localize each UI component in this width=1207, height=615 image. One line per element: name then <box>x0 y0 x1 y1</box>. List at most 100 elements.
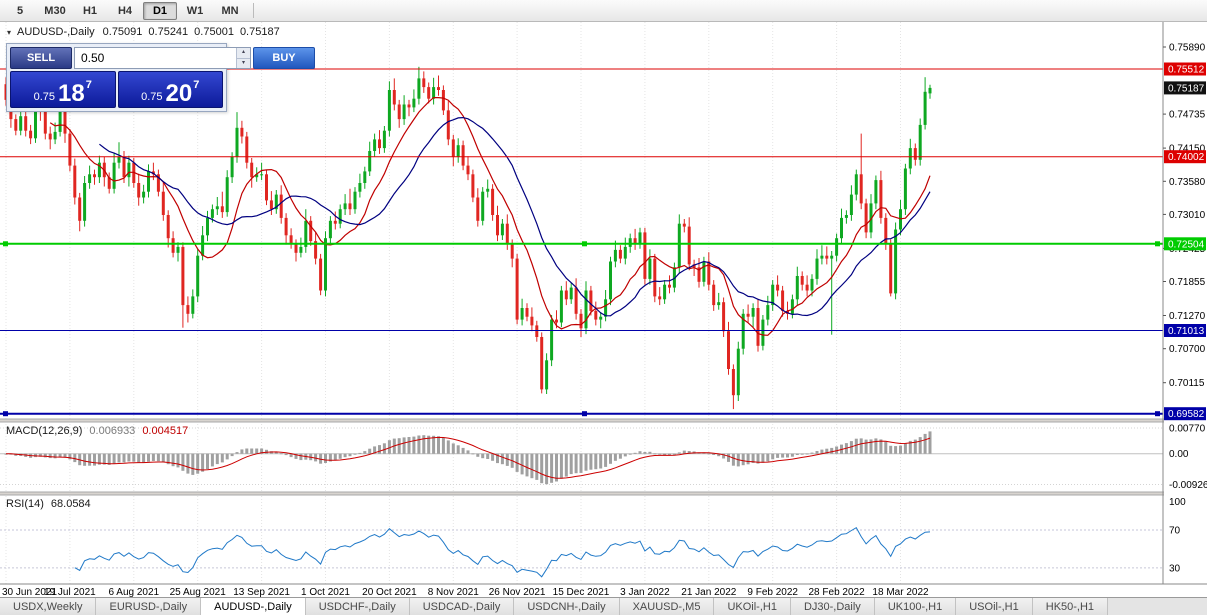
svg-text:19 Jul 2021: 19 Jul 2021 <box>44 587 96 597</box>
chart-tab-eurusd[interactable]: EURUSD-,Daily <box>96 598 202 615</box>
chart-symbol-label: AUDUSD-,Daily <box>17 26 95 38</box>
current-price-badge: 0.75187 <box>1164 81 1206 95</box>
svg-text:26 Nov 2021: 26 Nov 2021 <box>489 587 546 597</box>
timeframe-button-w1[interactable]: W1 <box>186 4 204 17</box>
timeframe-toolbar: 5 M30 H1 H4 D1 W1 MN <box>0 0 1207 22</box>
svg-text:8 Nov 2021: 8 Nov 2021 <box>428 587 480 597</box>
lot-size-input[interactable] <box>75 48 236 68</box>
svg-text:0.00770: 0.00770 <box>1169 424 1206 435</box>
chart-tab-uk100[interactable]: UK100-,H1 <box>874 598 957 615</box>
chart-tab-audusd[interactable]: AUDUSD-,Daily <box>201 598 306 615</box>
lot-decrease-button[interactable]: ▾ <box>237 57 250 68</box>
chart-tab-hk50[interactable]: HK50-,H1 <box>1032 598 1109 615</box>
svg-text:0.73580: 0.73580 <box>1169 177 1206 188</box>
svg-text:25 Aug 2021: 25 Aug 2021 <box>170 587 227 597</box>
svg-text:0.74735: 0.74735 <box>1169 110 1206 121</box>
svg-text:13 Sep 2021: 13 Sep 2021 <box>233 587 290 597</box>
macd-indicator-label: MACD(12,26,9) 0.006933 0.004517 <box>6 425 188 437</box>
chart-tab-usdx[interactable]: USDX,Weekly <box>0 598 97 615</box>
svg-text:0.74002: 0.74002 <box>1168 152 1205 163</box>
chart-tab-ukoil[interactable]: UKOil-,H1 <box>714 598 791 615</box>
price-badge-0.72504: 0.72504 <box>1164 237 1206 251</box>
price-axis[interactable]: 0.758900.747350.741500.735800.730100.724… <box>1162 22 1207 597</box>
lot-size-field: ▴ ▾ <box>74 47 251 69</box>
horizontal-line-0.69582[interactable] <box>0 411 1163 417</box>
svg-text:0.73010: 0.73010 <box>1169 210 1206 221</box>
lot-increase-button[interactable]: ▴ <box>237 48 250 58</box>
svg-text:15 Dec 2021: 15 Dec 2021 <box>553 587 610 597</box>
lot-stepper: ▴ ▾ <box>236 48 250 68</box>
svg-text:0.69582: 0.69582 <box>1168 409 1205 420</box>
svg-text:0.72504: 0.72504 <box>1168 239 1205 250</box>
price-chart[interactable]: 0.758900.747350.741500.735800.730100.724… <box>0 22 1207 597</box>
chart-tab-dj30[interactable]: DJ30-,Daily <box>790 598 875 615</box>
ask-price-pipette: 7 <box>193 79 200 91</box>
chart-tab-usdcnh[interactable]: USDCNH-,Daily <box>514 598 620 615</box>
svg-text:18 Mar 2022: 18 Mar 2022 <box>872 587 929 597</box>
chart-tab-xauusd[interactable]: XAUUSD-,M5 <box>619 598 715 615</box>
rsi-indicator-label: RSI(14) 68.0584 <box>6 498 91 510</box>
svg-text:0.00: 0.00 <box>1169 449 1189 460</box>
svg-text:21 Jan 2022: 21 Jan 2022 <box>681 587 736 597</box>
svg-text:70: 70 <box>1169 526 1181 537</box>
svg-text:0.70115: 0.70115 <box>1169 378 1205 389</box>
svg-text:0.71855: 0.71855 <box>1169 277 1206 288</box>
buy-button[interactable]: BUY <box>253 47 315 69</box>
ohlc-open-value: 0.75091 <box>102 26 143 38</box>
price-badge-0.74002: 0.74002 <box>1164 150 1206 164</box>
timeframe-button-5[interactable]: 5 <box>16 4 24 17</box>
ohlc-low-value: 0.75001 <box>194 26 234 38</box>
svg-text:0.75890: 0.75890 <box>1169 43 1206 54</box>
ask-price-prefix: 0.75 <box>141 91 163 103</box>
one-click-trading-panel: SELL ▴ ▾ BUY 0.75 18 7 0.75 <box>6 43 315 112</box>
bid-price-prefix: 0.75 <box>33 91 56 103</box>
price-badge-0.69582: 0.69582 <box>1164 407 1206 421</box>
horizontal-line-0.72504[interactable] <box>0 241 1163 247</box>
chart-tab-usdchf[interactable]: USDCHF-,Daily <box>305 598 410 615</box>
price-badge-0.75512: 0.75512 <box>1164 62 1206 76</box>
ohlc-close-value: 0.75187 <box>239 26 280 38</box>
svg-text:0.71013: 0.71013 <box>1168 326 1205 337</box>
svg-text:20 Oct 2021: 20 Oct 2021 <box>362 587 417 597</box>
timeframe-button-m30[interactable]: M30 <box>44 4 66 17</box>
price-badge-0.71013: 0.71013 <box>1164 324 1206 337</box>
svg-text:6 Aug 2021: 6 Aug 2021 <box>108 587 159 597</box>
svg-text:0.71270: 0.71270 <box>1169 311 1206 322</box>
timeframe-button-mn[interactable]: MN <box>221 4 239 17</box>
ask-price-display[interactable]: 0.75 20 7 <box>117 71 223 108</box>
svg-text:9 Feb 2022: 9 Feb 2022 <box>747 587 798 597</box>
sell-button[interactable]: SELL <box>10 47 72 69</box>
chart-window: 0.758900.747350.741500.735800.730100.724… <box>0 22 1207 597</box>
bid-price-digits: 18 <box>58 80 85 107</box>
svg-text:0.75187: 0.75187 <box>1168 83 1205 94</box>
chart-title: ▾ AUDUSD-,Daily 0.75091 0.75241 0.75001 … <box>7 26 280 38</box>
bid-price-display[interactable]: 0.75 18 7 <box>10 71 116 108</box>
svg-text:30: 30 <box>1169 563 1181 574</box>
ma-slow-line <box>99 116 931 317</box>
ohlc-high-value: 0.75241 <box>148 26 189 38</box>
chart-tab-usdcad[interactable]: USDCAD-,Daily <box>409 598 515 615</box>
timeframe-button-d1[interactable]: D1 <box>143 1 177 20</box>
toolbar-separator <box>253 3 254 18</box>
svg-text:-0.00926: -0.00926 <box>1169 480 1207 491</box>
pane-separator[interactable] <box>0 418 1207 423</box>
macd-name: MACD(12,26,9) <box>6 425 83 437</box>
svg-text:0.74150: 0.74150 <box>1169 144 1206 155</box>
chart-tab-usoil[interactable]: USOil-,H1 <box>956 598 1033 615</box>
svg-text:1 Oct 2021: 1 Oct 2021 <box>301 587 350 597</box>
chart-tabs-bar: USDX,Weekly EURUSD-,Daily AUDUSD-,Daily USD… <box>0 597 1207 615</box>
one-click-panel-toggle-icon[interactable]: ▾ <box>7 27 12 37</box>
pane-separator[interactable] <box>0 491 1207 496</box>
svg-text:0.75512: 0.75512 <box>1168 65 1205 76</box>
svg-text:0.70700: 0.70700 <box>1169 344 1206 355</box>
timeframe-button-h1[interactable]: H1 <box>82 4 98 17</box>
svg-text:30 Jun 2021: 30 Jun 2021 <box>2 587 57 597</box>
rsi-value: 68.0584 <box>50 498 91 510</box>
svg-text:3 Jan 2022: 3 Jan 2022 <box>620 587 670 597</box>
ma-fast-line <box>49 96 931 336</box>
macd-main-value: 0.006933 <box>89 425 136 437</box>
timeframe-button-h4[interactable]: H4 <box>117 4 133 17</box>
rsi-name: RSI(14) <box>6 498 44 510</box>
